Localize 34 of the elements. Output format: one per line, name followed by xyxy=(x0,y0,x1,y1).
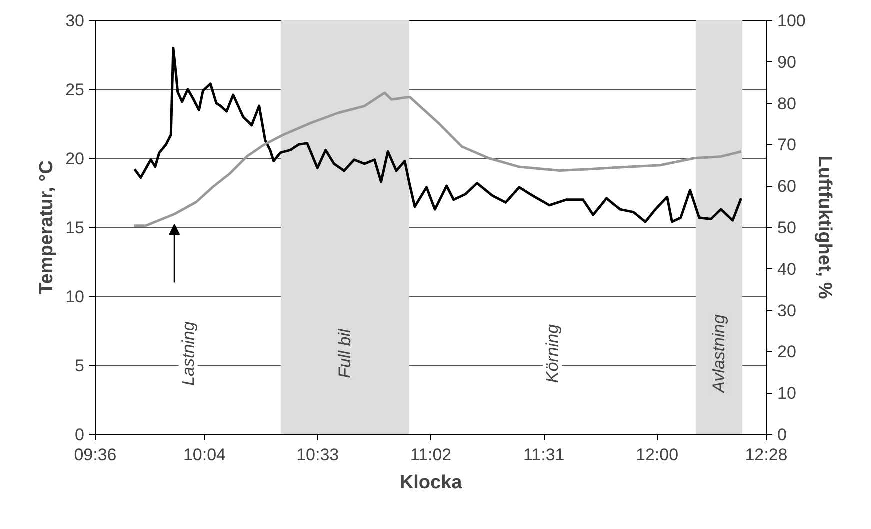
y2-tick-label: 0 xyxy=(778,426,787,444)
x-axis-title: Klocka xyxy=(400,472,463,494)
y2-tick-label: 10 xyxy=(778,384,796,404)
annotation: Körning xyxy=(543,324,562,384)
y2-tick-label: 90 xyxy=(778,52,796,72)
band-label: Full bil xyxy=(336,328,355,378)
y2-tick-label: 50 xyxy=(778,218,796,238)
y-tick-label: 0 xyxy=(75,426,85,444)
y-tick-label: 30 xyxy=(66,12,85,30)
y2-tick-label: 80 xyxy=(778,94,796,114)
y2-tick-label: 40 xyxy=(778,260,796,279)
x-tick-label: 10:33 xyxy=(296,446,340,464)
y-tick-label: 25 xyxy=(66,80,85,100)
y2-tick-label: 20 xyxy=(778,342,796,362)
y-tick-label: 20 xyxy=(66,150,85,168)
y-axis-title: Temperatur, °C xyxy=(36,160,58,294)
annotation: Lastning xyxy=(178,321,198,386)
y2-tick-label: 30 xyxy=(778,301,796,320)
band-label: Avlastning xyxy=(710,314,729,394)
line-series xyxy=(134,46,743,224)
x-tick-label: 10:04 xyxy=(183,446,226,464)
y2-axis-title: Luftfuktighet, % xyxy=(814,156,835,300)
line-series xyxy=(132,92,743,228)
x-tick-label: 12:28 xyxy=(745,446,788,464)
y2-tick-label: 100 xyxy=(778,12,806,30)
y-tick-label: 10 xyxy=(66,288,85,306)
y-tick-label: 15 xyxy=(66,218,85,238)
x-tick-label: 11:31 xyxy=(523,446,565,464)
x-tick-label: 11:02 xyxy=(410,446,452,464)
x-tick-label: 12:00 xyxy=(636,446,679,464)
y-tick-label: 5 xyxy=(75,356,85,376)
x-tick-label: 09:36 xyxy=(74,446,117,464)
y2-tick-label: 70 xyxy=(778,136,796,155)
y2-tick-label: 60 xyxy=(778,177,796,196)
